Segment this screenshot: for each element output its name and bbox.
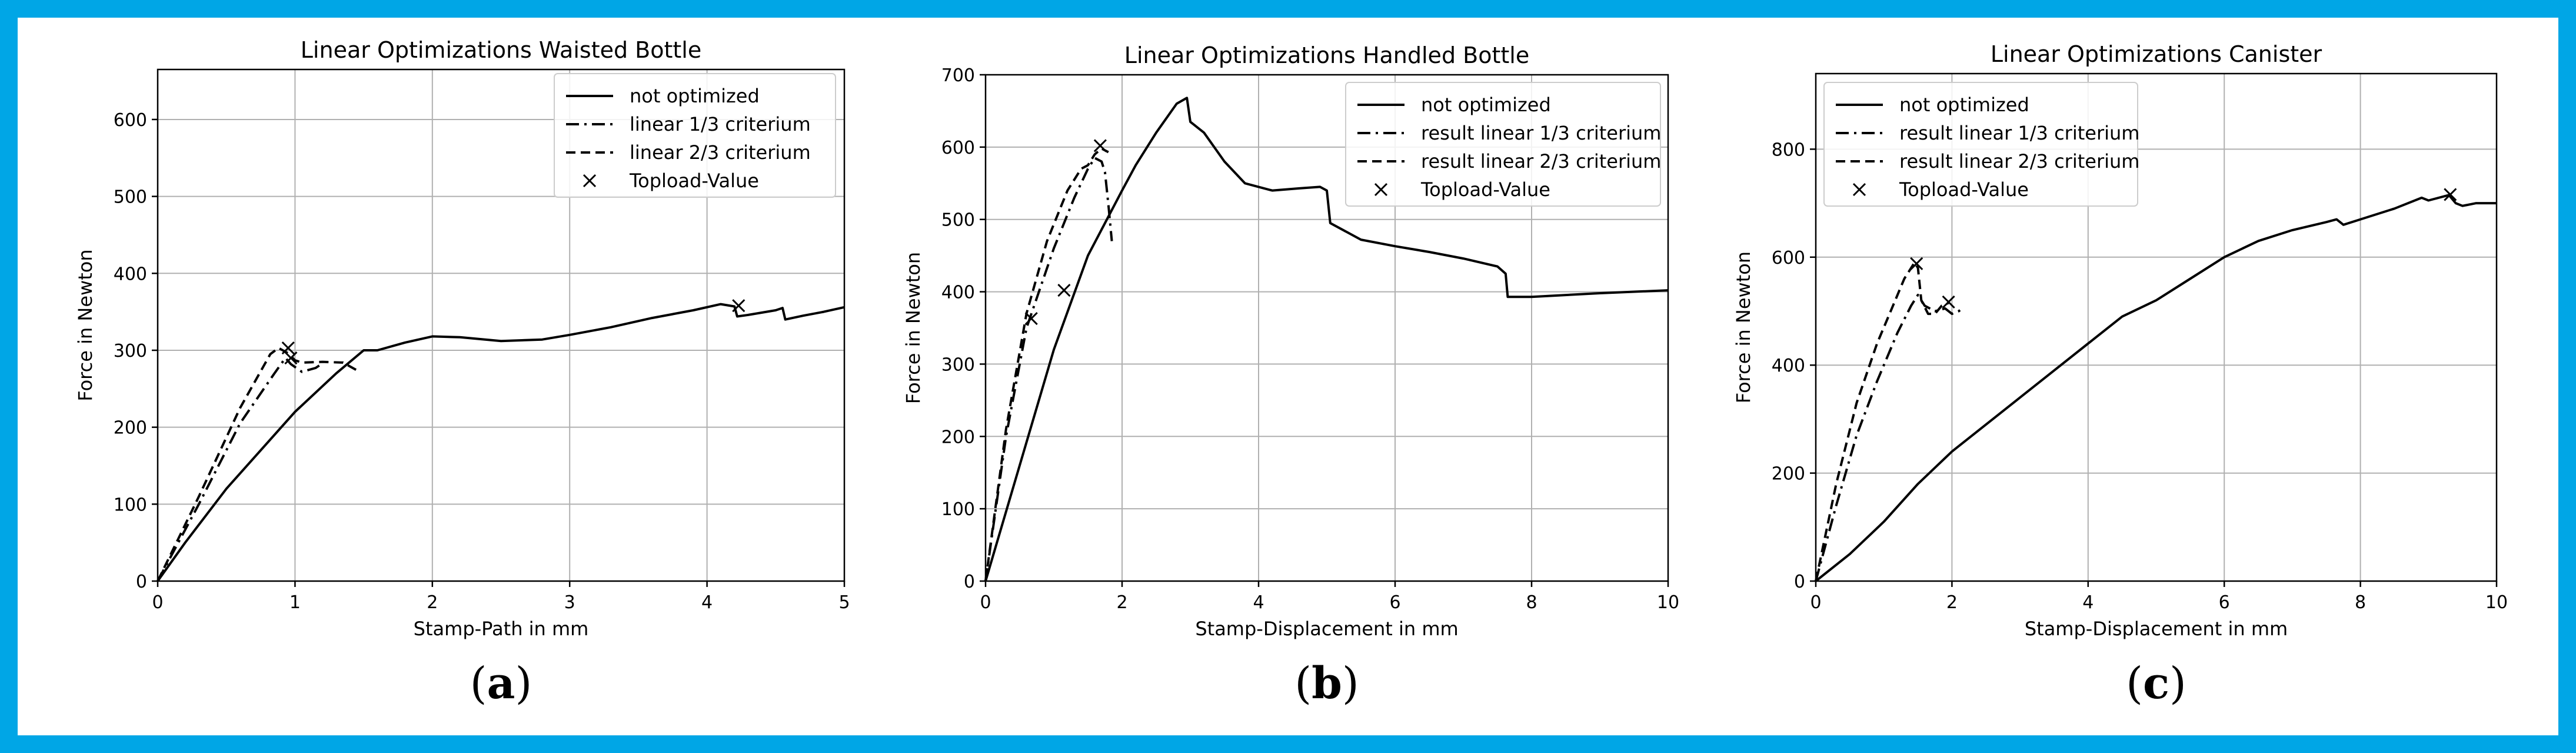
legend: not optimized result linear 1/3 criterium…	[1823, 82, 2139, 207]
legend-entry: result linear 2/3 criterium	[1899, 150, 2139, 173]
y-tick-label: 200	[114, 418, 147, 439]
topload-marker	[1057, 284, 1071, 297]
y-tick-label: 400	[1772, 356, 1805, 376]
legend-entry: not optimized	[630, 85, 760, 107]
x-tick-label: 4	[1253, 592, 1264, 613]
y-tick-label: 200	[1772, 464, 1805, 485]
x-tick-label: 6	[2219, 592, 2230, 613]
topload-marker	[281, 341, 295, 355]
y-tick-label: 600	[941, 138, 975, 158]
legend-swatch-marker	[583, 174, 597, 188]
x-tick-label: 2	[1116, 592, 1127, 613]
chart-c: 0 2 4 6 8 10 0 200 400 600 800 Linear Optimizations…	[1732, 41, 2508, 709]
x-tick-label: 1	[289, 592, 301, 613]
x-tick-label: 2	[427, 592, 438, 613]
y-tick-label: 500	[941, 210, 975, 231]
panel-label: (a)	[470, 658, 532, 709]
series-line-solid	[984, 97, 1669, 582]
legend-swatch-marker	[1852, 183, 1866, 197]
legend-box	[554, 73, 836, 198]
series-line-dashdot	[1815, 294, 1963, 582]
panel-label: (b)	[1294, 658, 1359, 709]
x-tick-label: 3	[564, 592, 575, 613]
x-tick-label: 8	[1526, 592, 1537, 613]
series-line-solid	[157, 303, 845, 582]
series-line-dashdot	[157, 357, 324, 582]
x-axis-label: Stamp-Path in mm	[414, 618, 589, 640]
y-tick-label: 400	[941, 283, 975, 303]
y-tick-label: 300	[114, 341, 147, 361]
x-tick-label: 10	[2485, 592, 2508, 613]
y-axis-label: Force in Newton	[902, 252, 924, 404]
x-tick-label: 10	[1657, 592, 1679, 613]
legend-entry: Topload-Value	[1420, 178, 1550, 201]
topload-marker	[1910, 257, 1923, 270]
y-tick-label: 0	[136, 572, 147, 592]
chart-title: Linear Optimizations Waisted Bottle	[301, 37, 701, 63]
legend-entry: result linear 1/3 criterium	[1421, 122, 1661, 144]
topload-marker	[1093, 139, 1107, 152]
x-tick-label: 0	[152, 592, 163, 613]
x-tick-label: 4	[2082, 592, 2094, 613]
x-tick-label: 8	[2355, 592, 2366, 613]
x-axis-label: Stamp-Displacement in mm	[1195, 618, 1458, 640]
x-tick-label: 0	[980, 592, 991, 613]
x-tick-label: 5	[838, 592, 850, 613]
legend-entry: Topload-Value	[1899, 178, 2029, 201]
y-tick-label: 100	[941, 499, 975, 520]
legend-box	[1823, 82, 2138, 207]
series-line-dashed	[1815, 261, 1949, 582]
legend-box	[1345, 82, 1661, 207]
y-tick-label: 600	[1772, 248, 1805, 268]
chart-a: 0 1 2 3 4 5 0 100 200 300 400 500 600 Linear Optimiza…	[74, 37, 850, 709]
chart-title: Linear Optimizations Handled Bottle	[1124, 42, 1529, 68]
series-line-solid	[1815, 194, 2497, 582]
plot-area-border	[984, 74, 1669, 582]
legend-entry: not optimized	[1421, 94, 1551, 116]
x-tick-label: 4	[701, 592, 713, 613]
y-tick-label: 100	[114, 495, 147, 515]
y-tick-label: 500	[114, 187, 147, 208]
chart-title: Linear Optimizations Canister	[1991, 41, 2322, 67]
topload-marker	[1942, 295, 1955, 309]
y-axis-label: Force in Newton	[74, 249, 96, 401]
plot-area-border	[157, 68, 846, 582]
y-axis-label: Force in Newton	[1732, 251, 1755, 403]
legend-swatch-marker	[1374, 183, 1388, 197]
legend-entry: linear 2/3 criterium	[630, 141, 811, 164]
panel-label: (c)	[2126, 658, 2186, 709]
x-tick-label: 6	[1389, 592, 1400, 613]
legend-entry: result linear 2/3 criterium	[1421, 150, 1661, 173]
legend-entry: result linear 1/3 criterium	[1899, 122, 2139, 144]
series-line-dashed	[984, 147, 1109, 582]
y-tick-label: 300	[941, 354, 975, 375]
x-axis-label: Stamp-Displacement in mm	[2025, 618, 2288, 640]
x-tick-label: 0	[1810, 592, 1821, 613]
legend-entry: linear 1/3 criterium	[630, 113, 811, 135]
y-tick-label: 0	[964, 572, 975, 592]
topload-marker	[284, 351, 298, 365]
y-tick-label: 800	[1772, 140, 1805, 160]
legend-entry: Topload-Value	[629, 170, 759, 192]
x-tick-label: 2	[1946, 592, 1958, 613]
y-tick-label: 200	[941, 427, 975, 447]
y-tick-label: 700	[941, 65, 975, 86]
topload-marker	[2444, 188, 2457, 201]
topload-marker	[732, 299, 745, 313]
legend: not optimized result linear 1/3 criterium…	[1345, 82, 1661, 207]
topload-marker	[1024, 311, 1038, 326]
y-tick-label: 600	[114, 110, 147, 131]
y-tick-label: 0	[1794, 572, 1805, 592]
legend: not optimized linear 1/3 criterium linear …	[554, 73, 836, 198]
plot-area-border	[1815, 72, 2498, 582]
y-tick-label: 400	[114, 264, 147, 284]
series-line-dashdot	[984, 157, 1113, 582]
legend-entry: not optimized	[1899, 94, 2029, 116]
